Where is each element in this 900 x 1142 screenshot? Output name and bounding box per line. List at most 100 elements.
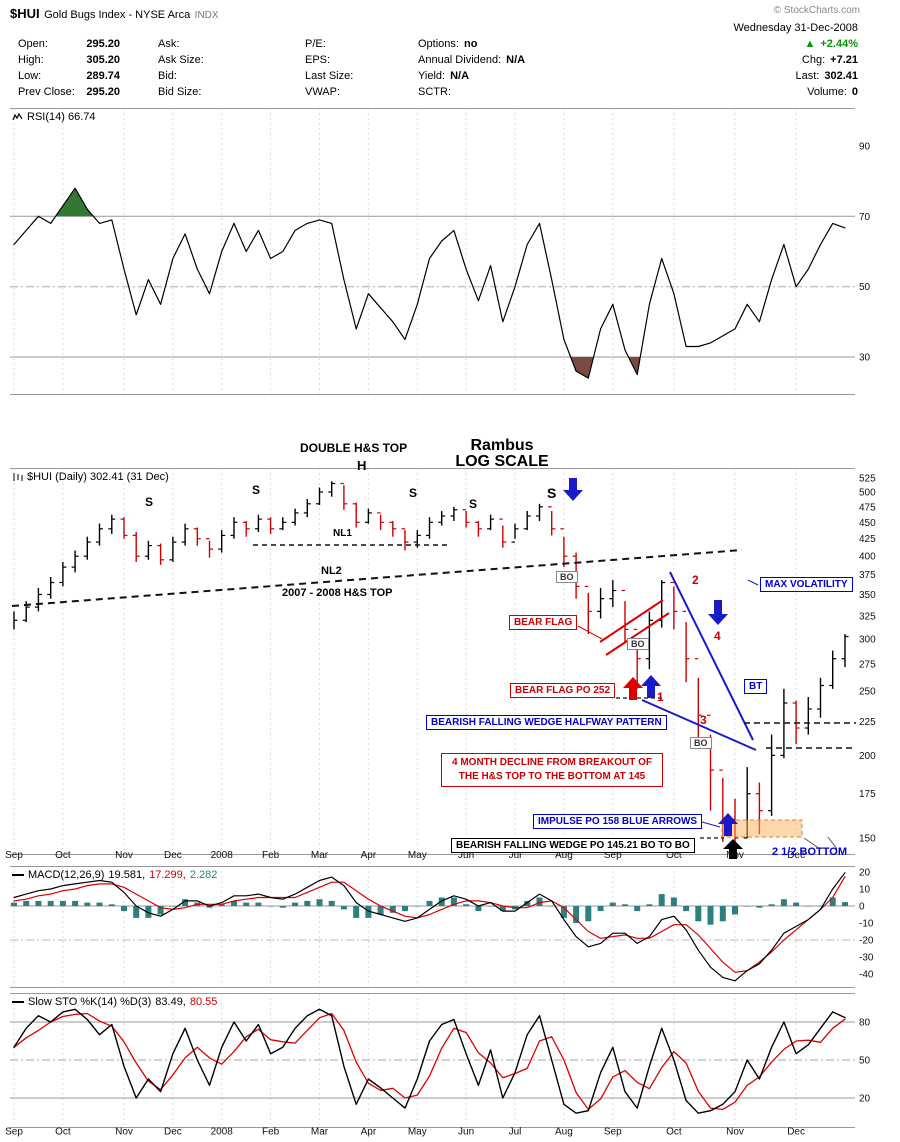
- shoulder-label-3: S: [409, 486, 418, 500]
- impulse-pointer: [701, 821, 721, 828]
- svg-text:Sep: Sep: [5, 850, 23, 860]
- quote-row: Open: 295.20: [18, 38, 120, 50]
- svg-text:500: 500: [859, 488, 876, 499]
- neckline-2-trendline: [11, 549, 743, 607]
- double-hs-top-label: DOUBLE H&S TOP: [300, 441, 408, 455]
- quote-row: Yield: N/A: [418, 70, 470, 82]
- svg-text:30: 30: [859, 353, 871, 364]
- head-label: H: [357, 458, 367, 473]
- quote-row: Options: no: [418, 38, 478, 50]
- svg-text:250: 250: [859, 687, 876, 698]
- svg-text:Dec: Dec: [787, 1127, 805, 1138]
- svg-text:Aug: Aug: [555, 1127, 573, 1138]
- svg-text:Sep: Sep: [5, 1127, 23, 1138]
- quote-row: Bid Size:: [158, 86, 202, 98]
- bear-flag-upper-line: [599, 599, 664, 643]
- svg-text:20: 20: [859, 868, 871, 879]
- blue-up-arrow-1: [641, 675, 661, 698]
- double-bottom-label: 2 1/2 BOTTOM: [772, 846, 847, 858]
- svg-text:May: May: [408, 850, 427, 860]
- svg-text:50: 50: [859, 1056, 871, 1067]
- indicator-icon: [12, 1001, 24, 1003]
- svg-text:325: 325: [859, 611, 876, 622]
- quote-row: P/E:: [305, 38, 326, 50]
- hs-top-label: 2007 - 2008 H&S TOP: [282, 587, 393, 599]
- backtest-box: BT: [744, 679, 768, 694]
- indicator-icon: [12, 874, 24, 876]
- falling-wedge-upper-line: [669, 571, 754, 741]
- red-up-arrow: [623, 677, 643, 700]
- svg-text:May: May: [408, 1127, 427, 1138]
- svg-text:Oct: Oct: [55, 850, 71, 860]
- svg-text:275: 275: [859, 659, 876, 670]
- svg-text:-30: -30: [859, 953, 874, 964]
- shoulder-label-5: S: [547, 485, 557, 501]
- ticker-name: Gold Bugs Index - NYSE Arca: [44, 9, 191, 21]
- svg-text:80: 80: [859, 1018, 871, 1029]
- chart-type-icon: [13, 473, 23, 481]
- svg-text:70: 70: [859, 212, 871, 223]
- blue-up-arrow-2: [718, 813, 738, 836]
- svg-text:Feb: Feb: [262, 850, 280, 860]
- chart-title: $HUI Gold Bugs Index - NYSE Arca INDX: [10, 5, 219, 23]
- svg-text:Oct: Oct: [55, 1127, 71, 1138]
- four-month-decline-box: 4 MONTH DECLINE FROM BREAKOUT OF THE H&S…: [441, 753, 663, 787]
- blue-down-arrow-1: [563, 478, 583, 501]
- shoulder-label-4: S: [469, 497, 478, 511]
- copyright: © StockCharts.com: [773, 5, 860, 16]
- wave-3-label: 3: [700, 713, 707, 727]
- max-volatility-box: MAX VOLATILITY: [760, 577, 853, 592]
- rsi-label: RSI(14) 66.74: [12, 111, 95, 123]
- last-row: Last: 302.41: [795, 70, 858, 82]
- ticker-suffix: INDX: [194, 10, 219, 21]
- bear-flag-lower-line: [605, 612, 670, 656]
- svg-text:Mar: Mar: [311, 1127, 329, 1138]
- svg-text:Jul: Jul: [509, 1127, 522, 1138]
- svg-text:Nov: Nov: [115, 850, 133, 860]
- svg-text:2008: 2008: [211, 850, 234, 860]
- svg-text:200: 200: [859, 751, 876, 762]
- svg-text:450: 450: [859, 518, 876, 529]
- quote-row: EPS:: [305, 54, 331, 66]
- svg-text:Jun: Jun: [458, 1127, 474, 1138]
- svg-text:375: 375: [859, 570, 876, 581]
- svg-text:Nov: Nov: [726, 1127, 744, 1138]
- svg-text:225: 225: [859, 717, 876, 728]
- svg-text:Sep: Sep: [604, 850, 622, 860]
- change-percent: ▲ +2.44%: [804, 38, 858, 50]
- svg-text:Apr: Apr: [361, 1127, 377, 1138]
- quote-row: Annual Dividend: N/A: [418, 54, 526, 66]
- bottom-label-pointer-2: [827, 836, 838, 850]
- quote-row: Bid:: [158, 70, 177, 82]
- svg-text:525: 525: [859, 474, 876, 485]
- svg-text:425: 425: [859, 534, 876, 545]
- svg-text:Oct: Oct: [666, 1127, 682, 1138]
- quote-row: Prev Close: 295.20: [18, 86, 120, 98]
- quote-row: VWAP:: [305, 86, 341, 98]
- stochastic-chart: 80 50 20 Sep Oct Nov Dec 2008 Feb Mar Apr May Jun Jul…: [5, 993, 871, 1138]
- svg-text:Oct: Oct: [666, 850, 682, 860]
- double-bottom-zone: [721, 819, 803, 838]
- black-up-arrow: [723, 839, 743, 859]
- breakout-box-3: BO: [690, 737, 712, 749]
- quote-col-options: Options: no Annual Dividend: N/A Yield: N/A…: [418, 36, 548, 100]
- svg-text:Dec: Dec: [164, 850, 182, 860]
- svg-text:175: 175: [859, 789, 876, 800]
- quote-row: SCTR:: [418, 86, 451, 98]
- quote-row: Ask Size:: [158, 54, 204, 66]
- svg-text:Aug: Aug: [555, 850, 573, 860]
- ticker-symbol: $HUI: [10, 6, 40, 21]
- macd-chart: 20 10 0 -10 -20 -30 -40: [10, 866, 874, 988]
- bear-flag-box: BEAR FLAG: [509, 615, 578, 630]
- quote-row: Last Size:: [305, 70, 354, 82]
- svg-text:350: 350: [859, 590, 876, 601]
- price-chart: 525 500 475 450 425 400 375 350 325 300 275 250 225 2…: [5, 468, 876, 860]
- quote-row: Low: 289.74: [18, 70, 120, 82]
- breakout-box-2: BO: [627, 638, 649, 650]
- svg-text:Nov: Nov: [115, 1127, 133, 1138]
- svg-text:2008: 2008: [211, 1127, 234, 1138]
- falling-wedge-lower-line: [641, 699, 757, 751]
- svg-text:300: 300: [859, 634, 876, 645]
- bottom-label-pointer-1: [803, 837, 821, 850]
- wave-1-label: 1: [657, 690, 664, 704]
